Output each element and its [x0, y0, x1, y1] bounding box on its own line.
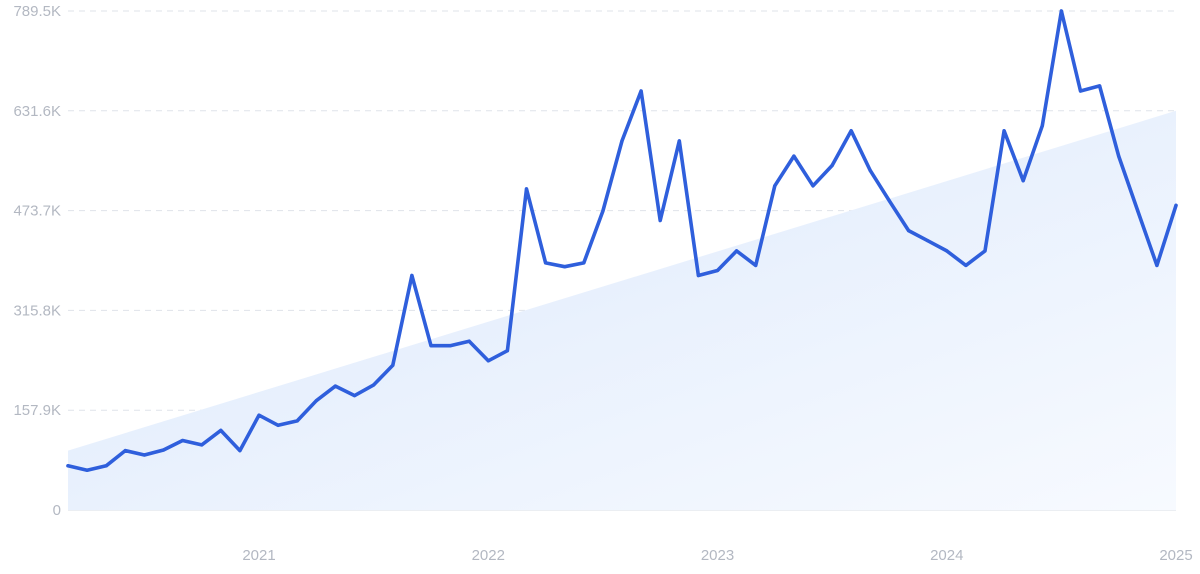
- data-point[interactable]: [792, 154, 796, 158]
- data-point[interactable]: [1059, 9, 1063, 13]
- data-point[interactable]: [1078, 89, 1083, 93]
- data-point[interactable]: [391, 363, 395, 367]
- data-point[interactable]: [161, 448, 166, 452]
- data-point[interactable]: [830, 163, 834, 168]
- data-point[interactable]: [333, 384, 337, 388]
- data-point[interactable]: [544, 261, 548, 265]
- data-point[interactable]: [1040, 124, 1044, 128]
- data-point[interactable]: [945, 249, 949, 253]
- data-point[interactable]: [257, 413, 261, 417]
- data-point[interactable]: [486, 359, 490, 363]
- data-point[interactable]: [1155, 263, 1159, 267]
- data-point[interactable]: [200, 443, 204, 447]
- data-point[interactable]: [1136, 209, 1140, 213]
- data-point[interactable]: [219, 428, 223, 432]
- data-point[interactable]: [1098, 84, 1102, 88]
- data-point[interactable]: [620, 139, 624, 143]
- y-tick-label: 0: [53, 502, 61, 519]
- y-tick-label: 631.6K: [13, 103, 61, 120]
- data-point[interactable]: [601, 209, 605, 213]
- data-point[interactable]: [868, 169, 872, 173]
- data-point[interactable]: [524, 187, 529, 191]
- series-layer: [66, 9, 1178, 473]
- data-point[interactable]: [276, 423, 280, 427]
- data-point[interactable]: [715, 268, 720, 273]
- data-point[interactable]: [467, 339, 471, 343]
- data-point[interactable]: [658, 218, 662, 223]
- x-tick-label: 2021: [242, 547, 275, 564]
- data-point[interactable]: [429, 344, 433, 348]
- data-point[interactable]: [448, 344, 452, 348]
- data-point[interactable]: [582, 261, 586, 265]
- y-tick-label: 473.7K: [13, 203, 61, 220]
- data-point[interactable]: [773, 184, 777, 188]
- x-tick-label: 2023: [701, 547, 734, 564]
- data-point[interactable]: [104, 464, 108, 468]
- data-point[interactable]: [1002, 129, 1006, 133]
- y-axis-labels: 0 157.9K 315.8K 473.7K 631.6K 789.5K: [13, 3, 61, 519]
- trend-area: [68, 110, 1176, 511]
- x-tick-label: 2024: [930, 547, 963, 564]
- data-point[interactable]: [66, 464, 70, 468]
- data-point[interactable]: [907, 229, 911, 233]
- data-point[interactable]: [1174, 203, 1178, 207]
- data-point[interactable]: [964, 263, 968, 267]
- data-point[interactable]: [677, 139, 681, 143]
- data-point[interactable]: [505, 349, 509, 353]
- data-point[interactable]: [811, 184, 815, 188]
- x-axis-labels: 2021 2022 2023 2024 2025: [242, 547, 1192, 564]
- data-point[interactable]: [353, 394, 357, 398]
- trend-area-fill: [68, 110, 1176, 511]
- data-point[interactable]: [849, 129, 853, 133]
- data-point[interactable]: [295, 419, 299, 423]
- data-point[interactable]: [563, 265, 567, 269]
- data-point[interactable]: [181, 438, 185, 443]
- data-point[interactable]: [1117, 154, 1121, 158]
- data-point[interactable]: [238, 449, 242, 453]
- y-tick-label: 315.8K: [13, 302, 61, 319]
- data-point[interactable]: [85, 468, 89, 472]
- data-point[interactable]: [887, 199, 892, 203]
- y-tick-label: 157.9K: [13, 402, 61, 419]
- data-point[interactable]: [754, 263, 758, 267]
- data-point[interactable]: [926, 239, 930, 243]
- data-point[interactable]: [410, 273, 414, 278]
- x-tick-label: 2025: [1159, 547, 1192, 564]
- data-point[interactable]: [123, 449, 127, 453]
- data-point[interactable]: [314, 399, 318, 403]
- x-tick-label: 2022: [472, 547, 505, 564]
- data-point[interactable]: [142, 453, 146, 457]
- data-point[interactable]: [696, 273, 701, 278]
- data-point[interactable]: [639, 89, 643, 93]
- data-point[interactable]: [1021, 179, 1025, 183]
- data-point[interactable]: [735, 249, 739, 253]
- data-point[interactable]: [372, 383, 376, 387]
- data-point[interactable]: [983, 249, 987, 253]
- y-tick-label: 789.5K: [13, 3, 61, 20]
